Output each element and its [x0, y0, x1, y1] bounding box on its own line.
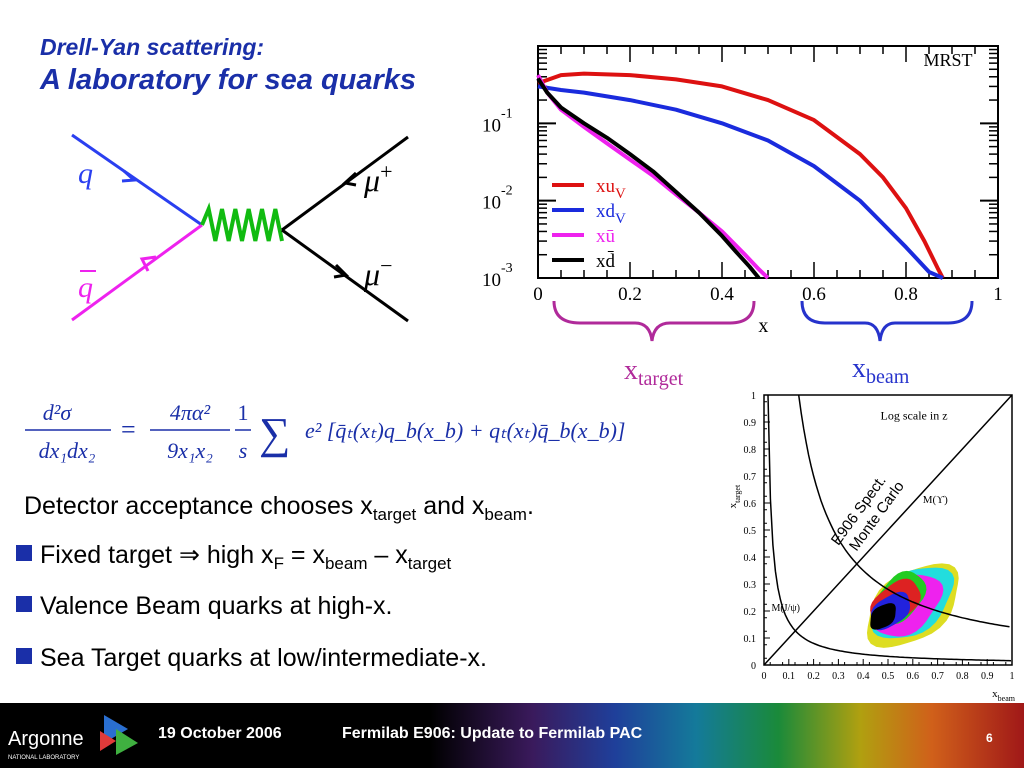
pdf-x-tick-label: 1 — [993, 284, 1003, 305]
footer-date: 19 October 2006 — [158, 725, 282, 742]
bullet-valence-beam: Valence Beam quarks at high-x. — [16, 592, 393, 621]
heatmap-x-tick-label: 0.6 — [907, 671, 920, 682]
x-target-label: xtarget — [624, 355, 684, 390]
pdf-legend-label: xdV — [596, 201, 626, 227]
heatmap-y-tick-label: 0.8 — [744, 445, 757, 456]
svg-text:NATIONAL LABORATORY: NATIONAL LABORATORY — [8, 755, 79, 761]
heatmap-x-tick-label: 0.9 — [981, 671, 994, 682]
heatmap-x-axis-label: xbeam — [992, 688, 1016, 703]
heatmap-x-tick-label: 0.4 — [857, 671, 870, 682]
pdf-x-tick-label: 0.8 — [894, 284, 918, 305]
acceptance-heatmap: 0 0.1 0.2 0.3 0.4 0.5 0.6 0.7 0.8 0.9 1 0 0.1 0.2 0.3 0… — [727, 391, 1016, 703]
bullet-square-icon — [16, 596, 32, 612]
label-mu-plus: μ+ — [363, 159, 392, 198]
heatmap-y-tick-label: 0.2 — [744, 607, 757, 618]
heatmap-y-tick-label: 0 — [751, 661, 756, 672]
pdf-x-tick-label: 0 — [533, 284, 543, 305]
heatmap-x-tick-label: 0.8 — [956, 671, 969, 682]
pdf-series-line — [537, 71, 945, 279]
label-mu-minus: μ− — [363, 253, 392, 292]
heatmap-y-tick-label: 0.6 — [744, 499, 757, 510]
frac2-numerator: 1 — [238, 400, 249, 425]
pdf-y-tick-label: 10-2 — [482, 184, 513, 214]
diagonal-line — [763, 394, 1013, 666]
heatmap-y-tick-label: 0.9 — [744, 418, 757, 429]
quark-arrow — [121, 169, 138, 183]
pdf-series-line — [536, 77, 761, 280]
antiquark-arrow — [139, 255, 157, 272]
heatmap-x-tick-label: 0.7 — [931, 671, 944, 682]
pdf-x-tick-label: 0.6 — [802, 284, 826, 305]
bullet-square-icon — [16, 545, 32, 561]
pdf-y-tick-label: 10-3 — [482, 261, 513, 291]
heatmap-y-tick-label: 0.7 — [744, 472, 757, 483]
target-bracket — [552, 300, 756, 342]
x-beam-label: xbeam — [852, 353, 910, 388]
jpsi-mass-curve — [767, 394, 1012, 662]
pdf-x-tick-label: 0.2 — [618, 284, 642, 305]
lhs-numerator: d²σ — [43, 400, 73, 425]
antiquark-line — [71, 223, 203, 322]
photon-propagator — [200, 202, 284, 242]
beam-bracket — [800, 300, 974, 342]
heatmap-x-tick-label: 0 — [762, 671, 767, 682]
frac2-denominator: s — [239, 438, 248, 463]
upsilon-label: M(ϒ) — [923, 494, 948, 506]
jpsi-label: M(J/ψ) — [771, 603, 799, 614]
pdf-legend-label: xū — [596, 226, 616, 247]
heatmap-x-tick-label: 0.2 — [807, 671, 820, 682]
mu-minus-arrow — [333, 263, 350, 279]
frac1-numerator: 4πα² — [170, 400, 211, 425]
heatmap-x-tick-label: 0.3 — [832, 671, 845, 682]
heatmap-y-tick-label: 0.1 — [744, 634, 757, 645]
heatmap-title: Log scale in z — [881, 408, 948, 422]
feynman-diagram: q q μ+ μ− — [71, 133, 409, 323]
heatmap-y-axis-label: xtarget — [727, 484, 742, 508]
frac1-denominator: 9x₁x₂ — [167, 438, 213, 463]
bullet-fixed-target: Fixed target ⇒ high xF = xbeam – xtarget — [16, 540, 451, 574]
label-q: q — [78, 157, 93, 190]
pdf-legend-label: xuV — [596, 176, 626, 202]
pdf-y-tick-label: 10-1 — [482, 106, 513, 136]
heatmap-x-tick-label: 0.5 — [882, 671, 895, 682]
acceptance-level-region — [870, 603, 896, 630]
bullet-sea-target: Sea Target quarks at low/intermediate-x. — [16, 644, 487, 673]
slide-title-line2: A laboratory for sea quarks — [40, 64, 417, 96]
formula-terms: e² [q̄ₜ(xₜ)q_b(x_b) + qₜ(xₜ)q̄_b(x_b)] — [305, 418, 625, 443]
upsilon-mass-curve — [797, 394, 1010, 628]
mu-plus-arrow — [341, 171, 358, 187]
pdf-x-axis-label: x — [758, 315, 768, 337]
slide-title-line1: Drell-Yan scattering: — [40, 34, 265, 60]
acceptance-statement: Detector acceptance chooses xtarget and … — [24, 492, 534, 524]
sum-symbol: ∑ — [259, 409, 290, 458]
argonne-logo: Argonne NATIONAL LABORATORY — [8, 715, 138, 761]
heatmap-x-tick-label: 1 — [1010, 671, 1015, 682]
footer-bar: Argonne NATIONAL LABORATORY 19 October 2… — [0, 703, 1024, 768]
x-range-brackets: xtarget xbeam — [552, 300, 974, 390]
svg-text:Argonne: Argonne — [8, 728, 84, 750]
heatmap-x-tick-label: 0.1 — [783, 671, 796, 682]
pdf-chart-title: MRST — [923, 50, 972, 70]
quark-line — [71, 133, 203, 227]
bullet-square-icon — [16, 648, 32, 664]
heatmap-y-tick-label: 1 — [751, 391, 756, 402]
pdf-series-line — [537, 84, 944, 280]
pdf-legend-label: xd̄ — [596, 251, 616, 272]
label-qbar: q — [78, 271, 93, 304]
footer-title: Fermilab E906: Update to Fermilab PAC — [342, 725, 643, 742]
bullet-list: Fixed target ⇒ high xF = xbeam – xtarget… — [16, 540, 716, 690]
pdf-x-tick-label: 0.4 — [710, 284, 734, 305]
heatmap-y-tick-label: 0.3 — [744, 580, 757, 591]
footer-page-number: 6 — [986, 731, 993, 745]
equals-sign: = — [121, 415, 136, 444]
drell-yan-cross-section-formula: d²σ dx₁dx₂ = 4πα² 9x₁x₂ 1 s ∑ e² [q̄ₜ(xₜ… — [25, 400, 625, 463]
heatmap-y-tick-label: 0.5 — [744, 526, 757, 537]
heatmap-y-tick-label: 0.4 — [744, 553, 757, 564]
lhs-denominator: dx₁dx₂ — [39, 438, 96, 463]
